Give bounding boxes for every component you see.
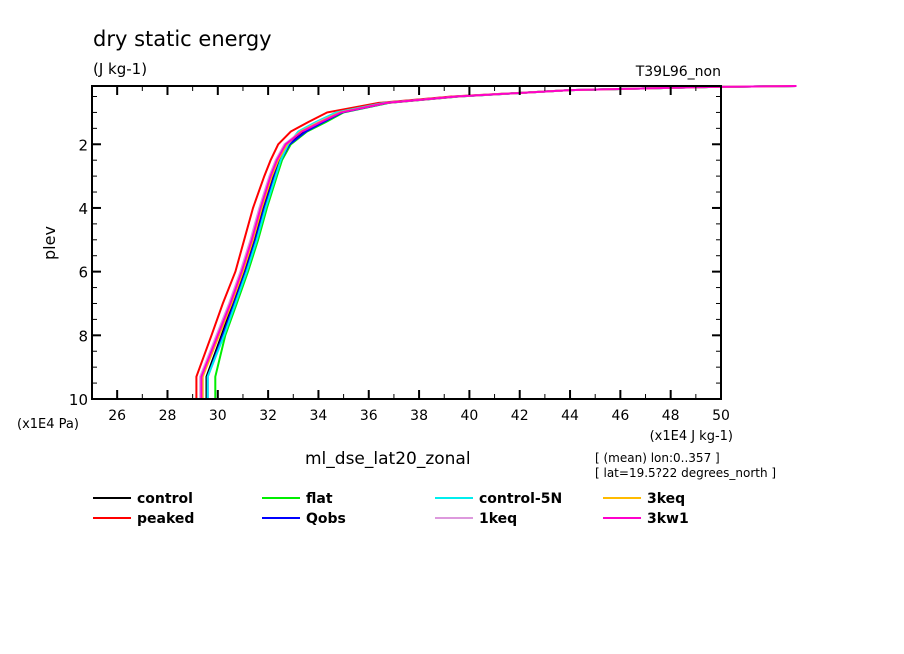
x-tick-label: 44 — [561, 408, 579, 424]
legend-label: flat — [306, 491, 333, 507]
x-tick-label: 28 — [159, 408, 177, 424]
x-axis-units: (x1E4 J kg-1) — [650, 429, 733, 444]
legend-label: control-5N — [479, 491, 562, 507]
legend-item-3keq: 3keq — [603, 491, 685, 507]
note-lat: [ lat=19.5?22 degrees_north ] — [595, 466, 776, 480]
y-axis-units: (x1E4 Pa) — [17, 417, 79, 432]
chart-units: (J kg-1) — [93, 60, 147, 78]
x-tick-label: 32 — [259, 408, 277, 424]
legend-item-3kw1: 3kw1 — [603, 511, 689, 527]
legend-item-peaked: peaked — [93, 511, 194, 527]
x-tick-label: 40 — [460, 408, 478, 424]
x-tick-label: 38 — [410, 408, 428, 424]
legend-label: 1keq — [479, 511, 517, 527]
legend-label: Qobs — [306, 511, 346, 527]
x-tick-label: 30 — [209, 408, 227, 424]
series-line-control — [205, 85, 797, 399]
legend-item-flat: flat — [262, 491, 333, 507]
legend-item-1keq: 1keq — [435, 511, 517, 527]
x-tick-label: 34 — [310, 408, 328, 424]
run-label: T39L96_non — [635, 64, 721, 80]
x-tick-label: 26 — [108, 408, 126, 424]
legend-label: 3kw1 — [647, 511, 689, 527]
series-line-3kw1 — [200, 85, 797, 399]
y-tick-label: 2 — [78, 136, 88, 154]
note-lon: [ (mean) lon:0..357 ] — [595, 451, 720, 465]
legend-item-control-5n: control-5N — [435, 491, 562, 507]
legend-item-qobs: Qobs — [262, 511, 346, 527]
y-tick-label: 8 — [78, 327, 88, 345]
y-axis-label: plev — [40, 226, 59, 260]
legend-label: peaked — [137, 511, 194, 527]
x-tick-label: 36 — [360, 408, 378, 424]
chart-title: dry static energy — [93, 27, 272, 51]
legend: control peaked flat Qobs control-5N 1keq 3keq 3… — [93, 491, 689, 527]
y-tick-label: 4 — [78, 200, 88, 218]
legend-item-control: control — [93, 491, 193, 507]
x-tick-label: 50 — [712, 408, 730, 424]
plot-frame — [91, 85, 722, 400]
y-tick-label: 10 — [69, 391, 88, 409]
legend-label: 3keq — [647, 491, 685, 507]
x-axis-label: ml_dse_lat20_zonal — [305, 449, 471, 469]
series-line-control-5n — [206, 85, 797, 399]
x-tick-label: 48 — [662, 408, 680, 424]
legend-label: control — [137, 491, 193, 507]
x-tick-label: 46 — [611, 408, 629, 424]
series-line-3keq — [201, 85, 797, 399]
x-tick-label: 42 — [511, 408, 529, 424]
y-tick-label: 6 — [78, 264, 88, 282]
series-line-peaked — [195, 85, 797, 399]
